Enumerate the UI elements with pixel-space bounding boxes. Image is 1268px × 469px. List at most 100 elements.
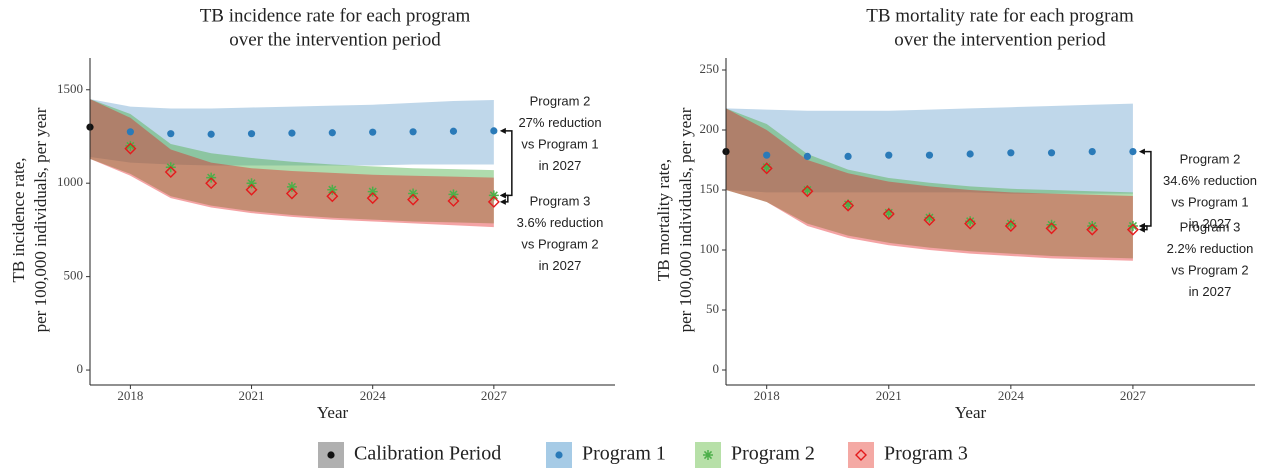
point (205, 177, 218, 190)
point (449, 127, 458, 135)
point (1126, 223, 1139, 236)
uncertainty-band (90, 99, 494, 228)
x-tick-label: 2024 (998, 388, 1025, 403)
y-tick-label: 50 (706, 301, 719, 316)
point (925, 151, 934, 159)
y-tick-label: 100 (700, 241, 720, 256)
y-tick-label: 1000 (57, 174, 83, 189)
point (964, 217, 977, 230)
point (245, 183, 258, 196)
x-tick-label: 2024 (360, 388, 387, 403)
x-tick-label: 2018 (117, 388, 143, 403)
point (288, 129, 296, 137)
y-axis-label: per 100,000 individuals, per year (31, 107, 50, 332)
point (408, 188, 419, 199)
point (488, 190, 499, 201)
point (703, 450, 713, 460)
point (803, 152, 811, 160)
y-tick-label: 0 (713, 361, 720, 376)
y-axis-label: TB incidence rate, (9, 157, 28, 282)
point (1086, 223, 1099, 236)
point (124, 142, 137, 155)
point (326, 190, 339, 203)
point (369, 128, 377, 136)
y-tick-label: 150 (700, 181, 720, 196)
y-axis-label: per 100,000 individuals, per year (676, 107, 695, 332)
arrow-head (1138, 148, 1145, 155)
point (760, 162, 773, 175)
legend-label: Calibration Period (354, 443, 501, 465)
legend-key (848, 442, 874, 468)
point (328, 129, 336, 137)
x-tick-label: 2018 (754, 388, 780, 403)
annotation: 2.2% reduction (1167, 241, 1254, 256)
point (1127, 221, 1138, 231)
point (447, 194, 460, 207)
x-axis-label: Year (955, 403, 987, 422)
y-tick-label: 500 (64, 268, 84, 283)
point (801, 185, 814, 198)
annotation: vs Program 2 (521, 236, 598, 251)
annotation: in 2027 (1189, 216, 1232, 231)
annotation: in 2027 (1189, 284, 1232, 299)
point (327, 451, 335, 459)
point (883, 207, 894, 218)
annotation: 34.6% reduction (1163, 173, 1257, 188)
point (125, 140, 136, 151)
uncertainty-band (726, 108, 1133, 261)
point (842, 199, 855, 212)
y-axis-label: TB mortality rate, (654, 159, 673, 281)
point (1005, 218, 1016, 229)
point (843, 199, 854, 210)
chart-title: over the intervention period (894, 29, 1106, 50)
arrow-head (499, 192, 506, 199)
legend-label: Program 1 (582, 443, 666, 465)
point (885, 151, 893, 159)
point (1007, 149, 1015, 157)
uncertainty-band (90, 99, 494, 224)
point (247, 130, 256, 138)
arrow-head (499, 198, 506, 205)
annotation: vs Program 2 (1171, 262, 1248, 277)
annotation-bracket (1140, 150, 1152, 227)
point (207, 130, 215, 138)
chart-title: TB mortality rate for each program (866, 5, 1134, 26)
annotation-bracket (501, 130, 513, 197)
annotation: Program 2 (530, 93, 591, 108)
point (164, 165, 177, 178)
point (844, 152, 852, 160)
annotation: 27% reduction (518, 115, 601, 130)
point (555, 451, 563, 459)
point (923, 214, 936, 226)
point (1087, 221, 1098, 231)
point (407, 193, 420, 206)
x-axis-label: Year (317, 403, 349, 422)
annotation: in 2027 (539, 158, 582, 173)
point (366, 192, 379, 205)
point (1004, 220, 1017, 232)
legend-label: Program 2 (731, 443, 815, 465)
point (1047, 149, 1056, 157)
y-tick-label: 0 (77, 361, 84, 376)
x-tick-label: 2027 (1120, 388, 1147, 403)
uncertainty-band (726, 108, 1133, 259)
annotation: vs Program 1 (1171, 194, 1248, 209)
arrow-head (1138, 226, 1145, 233)
legend-label: Program 3 (884, 443, 968, 465)
x-tick-label: 2021 (876, 388, 902, 403)
annotation: Program 3 (1180, 219, 1241, 234)
point (966, 150, 974, 158)
point (487, 195, 500, 208)
annotation: in 2027 (539, 258, 582, 273)
point (367, 186, 378, 197)
y-tick-label: 250 (700, 61, 720, 76)
point (490, 127, 498, 135)
point (246, 178, 257, 189)
point (1129, 148, 1137, 156)
x-tick-label: 2021 (239, 388, 265, 403)
point (802, 185, 813, 195)
point (285, 187, 298, 200)
point (409, 128, 417, 136)
y-tick-label: 200 (700, 121, 720, 136)
